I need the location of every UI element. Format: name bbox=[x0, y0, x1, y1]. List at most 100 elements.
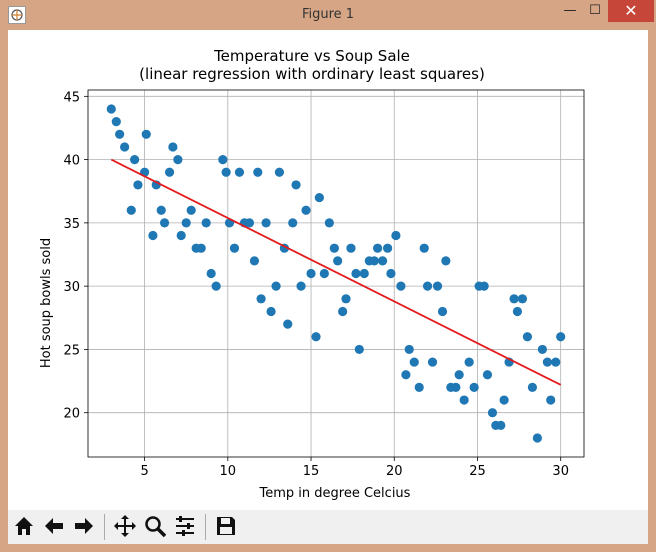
data-point bbox=[359, 268, 369, 279]
data-point bbox=[271, 281, 281, 291]
data-point bbox=[341, 294, 351, 304]
data-point bbox=[253, 167, 263, 177]
data-point bbox=[301, 205, 311, 215]
data-point bbox=[218, 155, 228, 165]
y-tick-label: 30 bbox=[63, 280, 80, 295]
data-point bbox=[148, 230, 158, 241]
data-point bbox=[354, 344, 364, 355]
data-point bbox=[296, 281, 306, 291]
data-point bbox=[351, 268, 361, 279]
data-point bbox=[414, 382, 424, 392]
data-point bbox=[386, 268, 396, 279]
home-icon[interactable] bbox=[10, 512, 38, 540]
data-point bbox=[509, 294, 519, 304]
chart-svg: Temperature vs Soup Sale (linear regress… bbox=[39, 47, 585, 501]
data-point bbox=[173, 155, 183, 165]
x-tick-label: 5 bbox=[140, 464, 148, 479]
data-point bbox=[244, 218, 255, 228]
data-point bbox=[266, 306, 276, 317]
data-point bbox=[211, 281, 221, 291]
data-point bbox=[556, 332, 566, 342]
data-point bbox=[288, 218, 298, 228]
data-point bbox=[130, 155, 140, 165]
data-point bbox=[517, 294, 528, 304]
data-point bbox=[532, 433, 542, 443]
y-tick-label: 25 bbox=[63, 343, 80, 358]
data-point bbox=[346, 243, 356, 253]
data-point bbox=[186, 205, 196, 215]
data-point bbox=[126, 205, 136, 215]
axes-layer: 5 10 15 20 25 30 20 25 30 35 40 45 bbox=[63, 89, 585, 479]
data-point bbox=[261, 218, 271, 228]
data-point bbox=[396, 281, 406, 291]
x-tick-label: 10 bbox=[220, 464, 237, 479]
forward-arrow-icon[interactable] bbox=[70, 512, 98, 540]
x-tick-label: 20 bbox=[386, 464, 403, 479]
maximize-button[interactable]: ☐ bbox=[589, 3, 601, 18]
data-point bbox=[459, 395, 469, 405]
title-bar: Figure 1 — ☐ ✕ bbox=[0, 0, 656, 30]
data-point bbox=[482, 370, 493, 380]
data-point bbox=[196, 243, 206, 253]
data-point bbox=[256, 294, 266, 304]
points-layer bbox=[106, 104, 566, 443]
data-point bbox=[499, 395, 509, 405]
data-point bbox=[291, 180, 301, 190]
data-point bbox=[111, 117, 121, 127]
data-point bbox=[156, 205, 166, 215]
data-point bbox=[234, 167, 245, 177]
data-point bbox=[229, 243, 240, 253]
plot-frame bbox=[87, 89, 585, 458]
regression-line bbox=[110, 158, 562, 386]
data-point bbox=[133, 180, 143, 190]
data-point bbox=[159, 218, 170, 228]
y-tick-label: 45 bbox=[63, 90, 80, 105]
data-point bbox=[283, 319, 293, 329]
data-point bbox=[333, 256, 343, 266]
y-tick-label: 35 bbox=[63, 217, 80, 232]
navigation-toolbar bbox=[8, 510, 648, 544]
data-point bbox=[441, 256, 451, 266]
app-icon bbox=[8, 6, 26, 24]
data-point bbox=[324, 218, 334, 228]
data-point bbox=[221, 167, 231, 177]
data-point bbox=[369, 256, 379, 266]
data-point bbox=[329, 243, 339, 253]
close-button[interactable]: ✕ bbox=[608, 0, 654, 22]
data-point bbox=[512, 306, 523, 317]
data-point bbox=[176, 230, 186, 241]
data-point bbox=[437, 306, 448, 317]
toolbar-separator bbox=[205, 514, 206, 540]
data-point bbox=[391, 230, 401, 241]
back-arrow-icon[interactable] bbox=[40, 512, 68, 540]
data-point bbox=[551, 357, 561, 367]
x-tick-label: 30 bbox=[552, 464, 569, 479]
figure-canvas: Temperature vs Soup Sale (linear regress… bbox=[8, 30, 648, 544]
minimize-button[interactable]: — bbox=[563, 3, 577, 18]
grid-layer bbox=[88, 90, 584, 457]
data-point bbox=[419, 243, 429, 253]
pan-icon[interactable] bbox=[111, 512, 139, 540]
data-point bbox=[274, 167, 285, 177]
data-point bbox=[479, 281, 489, 291]
save-icon[interactable] bbox=[212, 512, 240, 540]
data-point bbox=[382, 243, 393, 253]
x-tick-label: 15 bbox=[303, 464, 320, 479]
data-point bbox=[249, 256, 260, 266]
data-point bbox=[404, 344, 414, 355]
zoom-icon[interactable] bbox=[141, 512, 169, 540]
data-point bbox=[464, 357, 474, 367]
data-point bbox=[181, 218, 191, 228]
data-point bbox=[311, 332, 321, 342]
window-title: Figure 1 bbox=[301, 7, 355, 22]
chart-title: Temperature vs Soup Sale bbox=[213, 47, 410, 65]
data-point bbox=[451, 382, 461, 392]
data-point bbox=[409, 357, 419, 367]
data-point bbox=[201, 218, 211, 228]
data-point bbox=[432, 281, 443, 291]
data-point bbox=[427, 357, 438, 367]
data-point bbox=[314, 192, 324, 203]
fit-line-layer bbox=[110, 158, 562, 386]
data-point bbox=[378, 256, 388, 266]
configure-subplots-icon[interactable] bbox=[171, 512, 199, 540]
